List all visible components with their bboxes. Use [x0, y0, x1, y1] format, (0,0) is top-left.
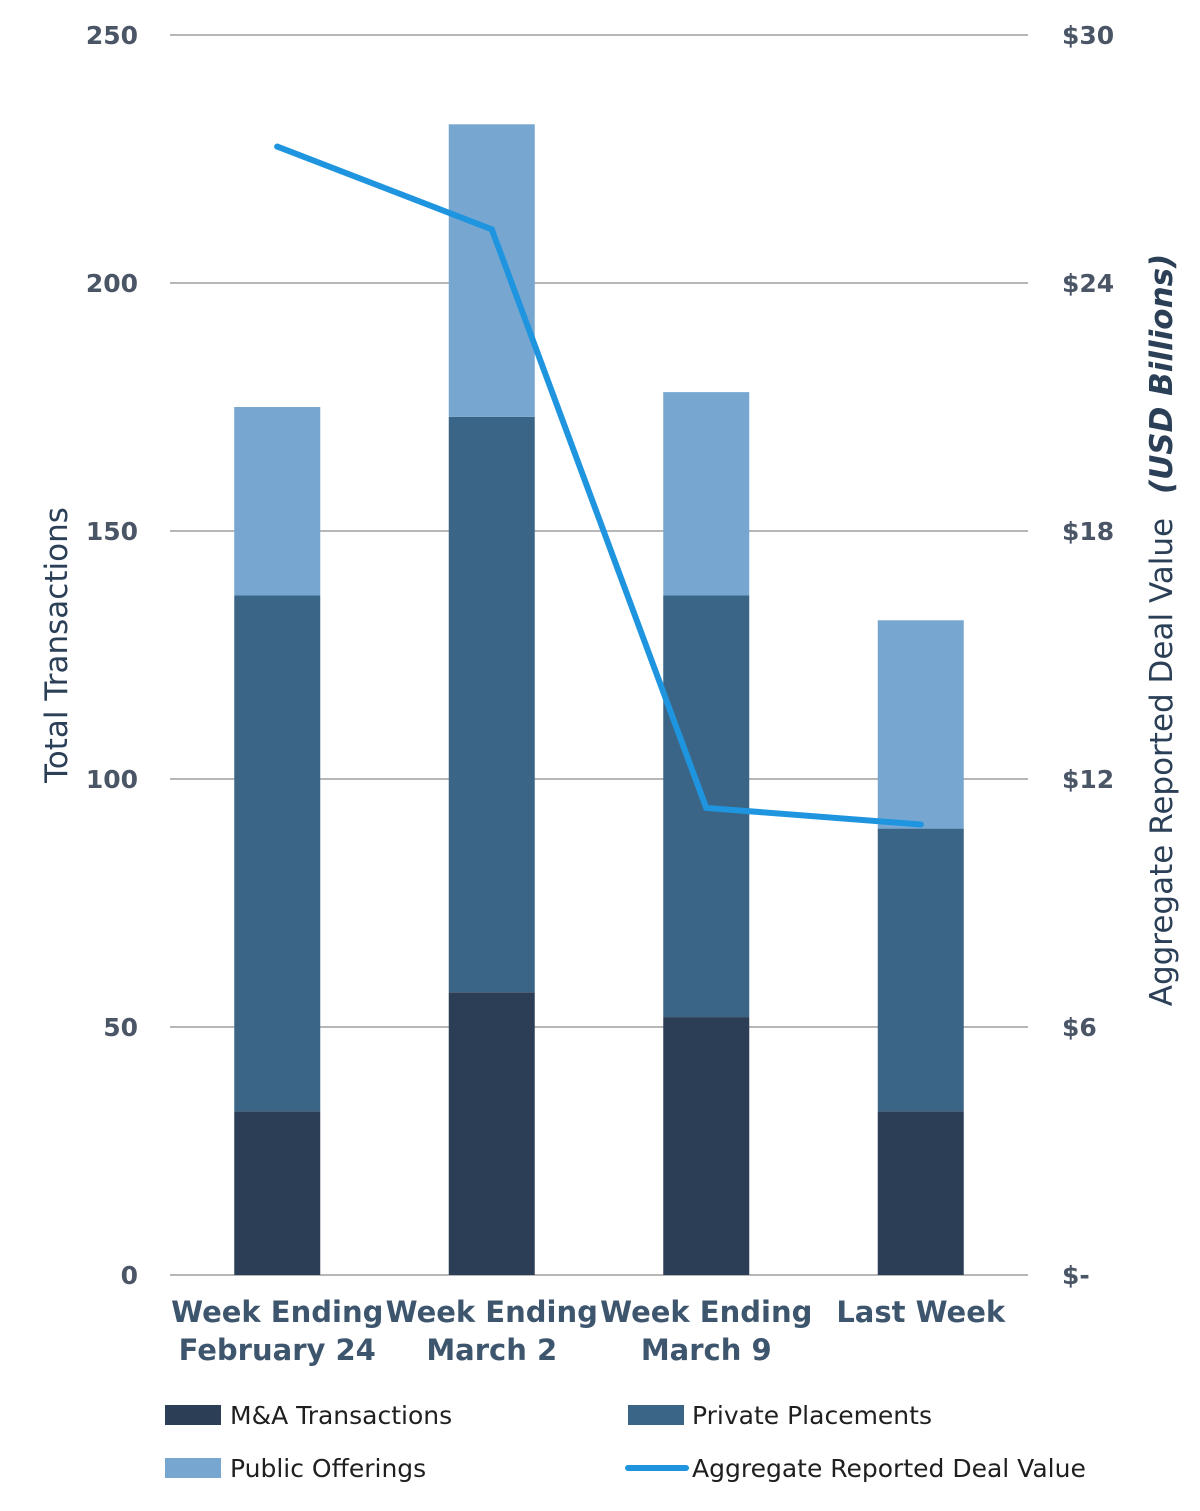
left-tick-label: 150: [86, 517, 138, 546]
right-axis-ticks: $- $6 $12 $18 $24 $30: [1062, 21, 1114, 1290]
deal-value-point: [703, 804, 710, 811]
category-label: Week Ending March 2: [386, 1295, 598, 1367]
legend-swatch: [165, 1405, 221, 1425]
right-tick-label: $12: [1062, 765, 1114, 794]
bar-segment-m-a-transactions-1: [448, 992, 535, 1275]
deal-value-point: [917, 821, 924, 828]
category-label: Last Week: [836, 1295, 1006, 1329]
deal-value-line: [274, 143, 924, 828]
bar-segment-private-placements-0: [234, 595, 321, 1112]
bar-segment-public-offerings-2: [663, 392, 750, 596]
legend-item: M&A Transactions: [165, 1401, 452, 1430]
category-label-line: Week Ending: [171, 1295, 383, 1329]
category-label: Week Ending March 9: [600, 1295, 812, 1367]
right-tick-label: $24: [1062, 269, 1114, 298]
legend-label: M&A Transactions: [230, 1401, 452, 1430]
right-tick-label: $30: [1062, 21, 1114, 50]
right-tick-label: $18: [1062, 517, 1114, 546]
left-tick-label: 100: [86, 765, 138, 794]
left-axis-title: Total Transactions: [39, 507, 75, 784]
category-label-line: March 9: [641, 1333, 772, 1367]
deal-value-point: [488, 226, 495, 233]
bar-segment-public-offerings-1: [448, 124, 535, 417]
bar-segment-private-placements-3: [877, 828, 964, 1112]
right-axis-title-main: Aggregate Reported Deal Value: [1144, 518, 1180, 1006]
legend-label: Private Placements: [692, 1401, 932, 1430]
bar-segment-m-a-transactions-3: [877, 1111, 964, 1275]
legend-item: Private Placements: [628, 1401, 932, 1430]
right-axis-title: Aggregate Reported Deal Value (USD Billi…: [1144, 254, 1180, 1007]
legend-swatch: [628, 1405, 684, 1425]
bar-segment-m-a-transactions-0: [234, 1111, 321, 1275]
legend-label: Aggregate Reported Deal Value: [692, 1454, 1086, 1483]
left-tick-label: 50: [103, 1013, 138, 1042]
right-axis-title-unit: (USD Billions): [1144, 254, 1180, 494]
legend-label: Public Offerings: [230, 1454, 426, 1483]
category-label-line: March 2: [426, 1333, 557, 1367]
category-label: Week Ending February 24: [171, 1295, 383, 1367]
left-axis-ticks: 0 50 100 150 200 250: [86, 21, 138, 1290]
bar-segment-public-offerings-3: [877, 620, 964, 829]
deal-value-polyline: [274, 143, 924, 828]
bar-segment-public-offerings-0: [234, 407, 321, 596]
category-label-line: February 24: [179, 1333, 376, 1367]
left-tick-label: 200: [86, 269, 138, 298]
category-labels: Week Ending February 24 Week Ending March 2…: [171, 1295, 1006, 1367]
stacked-bars: [234, 124, 964, 1275]
category-label-line: Week Ending: [600, 1295, 812, 1329]
bar-segment-private-placements-1: [448, 416, 535, 993]
right-tick-label: $-: [1062, 1261, 1090, 1290]
left-tick-label: 250: [86, 21, 138, 50]
category-label-line: Week Ending: [386, 1295, 598, 1329]
legend-item: Public Offerings: [165, 1454, 426, 1483]
bar-segment-m-a-transactions-2: [663, 1017, 750, 1275]
category-label-line: Last Week: [836, 1295, 1006, 1329]
left-tick-label: 0: [121, 1261, 138, 1290]
legend: M&A Transactions Private Placements Public…: [165, 1401, 1086, 1483]
legend-item: Aggregate Reported Deal Value: [625, 1454, 1086, 1483]
legend-swatch: [165, 1458, 221, 1478]
deal-value-point: [274, 143, 281, 150]
right-tick-label: $6: [1062, 1013, 1097, 1042]
